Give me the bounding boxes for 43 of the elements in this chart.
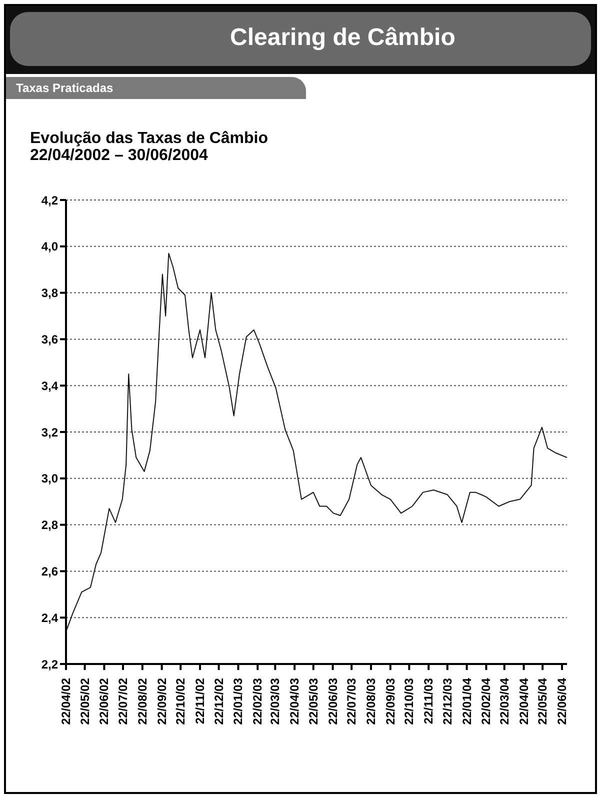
y-tick-label: 2,4 [41,610,58,625]
x-tick-label: 22/09/02 [154,678,169,725]
x-tick-label: 22/02/03 [250,678,265,725]
x-tick-label: 22/04/03 [288,678,302,725]
y-tick-label: 3,4 [41,378,58,393]
y-tick-label: 2,6 [41,564,58,578]
x-tick-label: 22/06/03 [326,678,340,725]
x-tick-label: 22/03/03 [268,678,282,725]
y-tick-label: 3,0 [41,472,58,486]
x-tick-label: 22/05/02 [78,678,92,725]
x-tick-label: 22/07/02 [116,678,130,725]
x-tick-label: 22/07/03 [344,678,359,725]
x-tick-label: 22/01/03 [231,678,246,725]
y-tick-label: 2,8 [41,518,58,532]
y-tick-label: 3,6 [41,332,58,346]
x-tick-label: 22/06/04 [554,678,569,725]
y-tick-label: 2,2 [41,657,58,672]
chart-subtitle: 22/04/2002 – 30/06/2004 [30,147,209,164]
x-tick-label: 22/11/03 [422,678,436,724]
y-tick-label: 4,2 [41,193,58,208]
y-tick-label: 3,8 [41,286,58,300]
y-tick-label: 3,2 [41,425,58,440]
x-tick-label: 22/02/04 [479,678,494,725]
x-tick-label: 22/06/02 [97,678,112,725]
x-tick-label: 22/05/04 [536,678,550,725]
line-series [66,252,567,632]
x-tick-label: 22/12/02 [212,678,226,725]
y-tick-label: 4,0 [41,240,58,254]
x-tick-label: 22/11/02 [193,678,208,724]
x-tick-label: 22/04/02 [59,678,73,725]
x-tick-label: 22/10/02 [174,678,188,725]
x-tick-label: 22/08/02 [135,678,150,725]
text: Clearing de Câmbio [230,24,456,52]
x-tick-label: 22/09/03 [383,678,398,725]
text: Taxas Praticadas [16,81,114,95]
chart-title: Evolução das Taxas de Câmbio [30,130,268,147]
x-tick-label: 22/01/04 [460,678,474,725]
x-tick-label: 22/05/03 [306,678,320,725]
x-tick-label: 22/10/03 [402,678,416,725]
x-tick-label: 22/04/04 [516,678,531,725]
x-tick-label: 22/12/03 [440,678,454,725]
x-tick-label: 22/03/04 [497,678,512,725]
x-tick-label: 22/08/03 [364,678,378,725]
